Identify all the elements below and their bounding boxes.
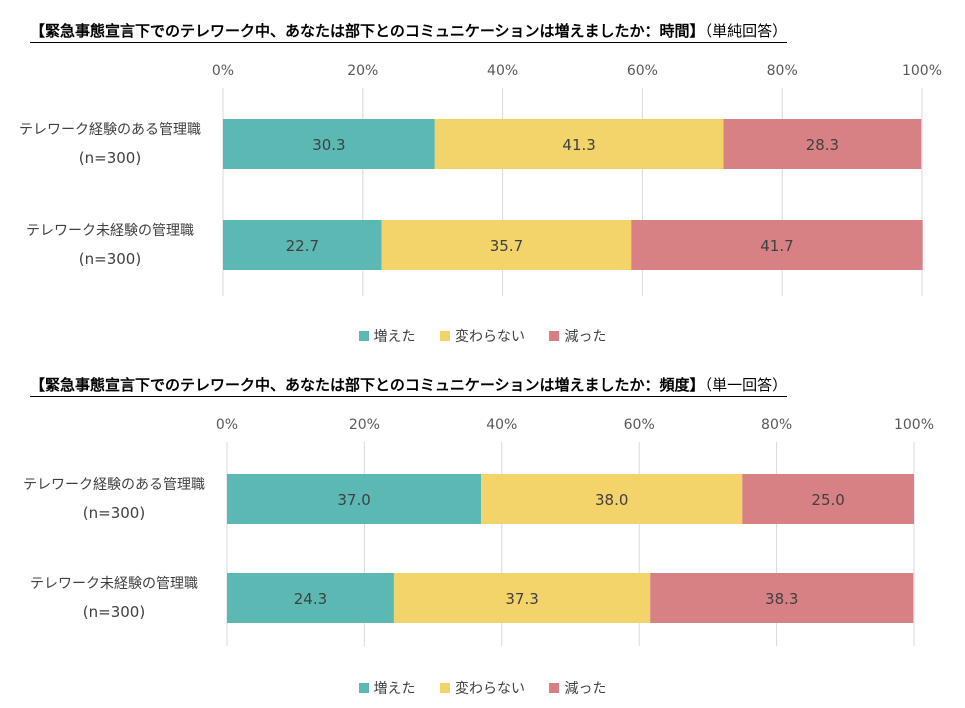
data-label: 22.7 <box>286 237 319 255</box>
bar-increased <box>223 119 435 169</box>
chart-title-sub: （単一回答） <box>704 376 788 394</box>
chart-1: 【緊急事態宣言下でのテレワーク中、あなたは部下とのコミュニケーションは増えました… <box>0 0 965 352</box>
chart-2: 【緊急事態宣言下でのテレワーク中、あなたは部下とのコミュニケーションは増えました… <box>0 354 965 708</box>
bar-increased <box>227 474 482 524</box>
data-label: 37.0 <box>337 491 370 509</box>
data-label: 28.3 <box>806 136 839 154</box>
chart-title-main: 【緊急事態宣言下でのテレワーク中、あなたは部下とのコミュニケーションは増えました… <box>30 376 705 394</box>
legend-swatch <box>440 331 450 341</box>
category-label: テレワーク未経験の管理職 <box>26 223 194 239</box>
category-sample-size: (n=300) <box>79 149 141 167</box>
category-sample-size: (n=300) <box>83 504 145 522</box>
category-label: テレワーク未経験の管理職 <box>30 576 198 592</box>
bar-unchanged <box>481 474 743 524</box>
category-sample-size: (n=300) <box>83 603 145 621</box>
bar-decreased <box>631 220 923 270</box>
legend-label: 減った <box>564 329 607 345</box>
legend-swatch <box>358 331 369 341</box>
legend-item-unchanged: 変わらない <box>440 326 525 346</box>
x-tick-label: 100% <box>902 63 942 79</box>
x-tick-label: 40% <box>486 417 517 433</box>
data-label: 41.3 <box>562 136 595 154</box>
data-label: 30.3 <box>312 136 345 154</box>
data-label: 37.3 <box>505 590 538 608</box>
legend-label: 増えた <box>373 681 416 697</box>
legend-swatch <box>549 331 560 341</box>
chart-title: 【緊急事態宣言下でのテレワーク中、あなたは部下とのコミュニケーションは増えました… <box>30 20 788 43</box>
chart-1-legend: 増えた 変わらない 減った <box>0 326 965 346</box>
legend-swatch <box>358 683 369 693</box>
data-label: 24.3 <box>294 590 327 608</box>
x-tick-label: 40% <box>487 63 518 79</box>
x-tick-label: 0% <box>216 417 238 433</box>
bar-decreased <box>650 573 914 623</box>
bar-unchanged <box>434 119 724 169</box>
chart-title: 【緊急事態宣言下でのテレワーク中、あなたは部下とのコミュニケーションは増えました… <box>30 374 788 397</box>
x-tick-label: 60% <box>627 63 658 79</box>
x-tick-label: 80% <box>767 63 798 79</box>
bar-unchanged <box>393 573 651 623</box>
chart-title-sub: （単純回答） <box>704 22 788 40</box>
x-tick-label: 0% <box>212 63 234 79</box>
bar-unchanged <box>381 220 632 270</box>
data-label: 38.0 <box>595 491 628 509</box>
bar-decreased <box>742 474 914 524</box>
x-tick-label: 100% <box>894 417 934 433</box>
legend-swatch <box>440 683 450 693</box>
legend-item-increased: 増えた <box>358 326 416 346</box>
legend-item-increased: 増えた <box>358 678 416 698</box>
legend-label: 変わらない <box>455 329 525 345</box>
chart-title-main: 【緊急事態宣言下でのテレワーク中、あなたは部下とのコミュニケーションは増えました… <box>30 22 705 40</box>
category-sample-size: (n=300) <box>79 250 141 268</box>
bar-increased <box>227 573 394 623</box>
category-label: テレワーク経験のある管理職 <box>19 122 201 138</box>
legend-label: 減った <box>564 681 607 697</box>
data-label: 41.7 <box>760 237 793 255</box>
bar-decreased <box>723 119 922 169</box>
x-tick-label: 20% <box>347 63 378 79</box>
data-label: 25.0 <box>811 491 844 509</box>
legend-swatch <box>549 683 560 693</box>
legend-label: 変わらない <box>455 681 525 697</box>
data-label: 38.3 <box>765 590 798 608</box>
legend-label: 増えた <box>373 329 416 345</box>
data-label: 35.7 <box>490 237 523 255</box>
legend-item-decreased: 減った <box>549 678 606 698</box>
bar-increased <box>223 220 382 270</box>
legend-item-decreased: 減った <box>549 326 606 346</box>
chart-2-plot: 0% 20% 40% 60% 80% 100% テレワーク経験のある管理職 (n=300) テレ… <box>23 417 934 646</box>
chart-1-plot: 0% 20% 40% 60% 80% 100% テレワーク経験のある管理職 (n=300) テレ… <box>19 63 942 296</box>
category-label: テレワーク経験のある管理職 <box>23 477 205 493</box>
x-tick-label: 60% <box>624 417 655 433</box>
x-tick-label: 20% <box>349 417 380 433</box>
legend-item-unchanged: 変わらない <box>440 678 525 698</box>
x-tick-label: 80% <box>761 417 792 433</box>
chart-2-legend: 増えた 変わらない 減った <box>0 678 965 698</box>
